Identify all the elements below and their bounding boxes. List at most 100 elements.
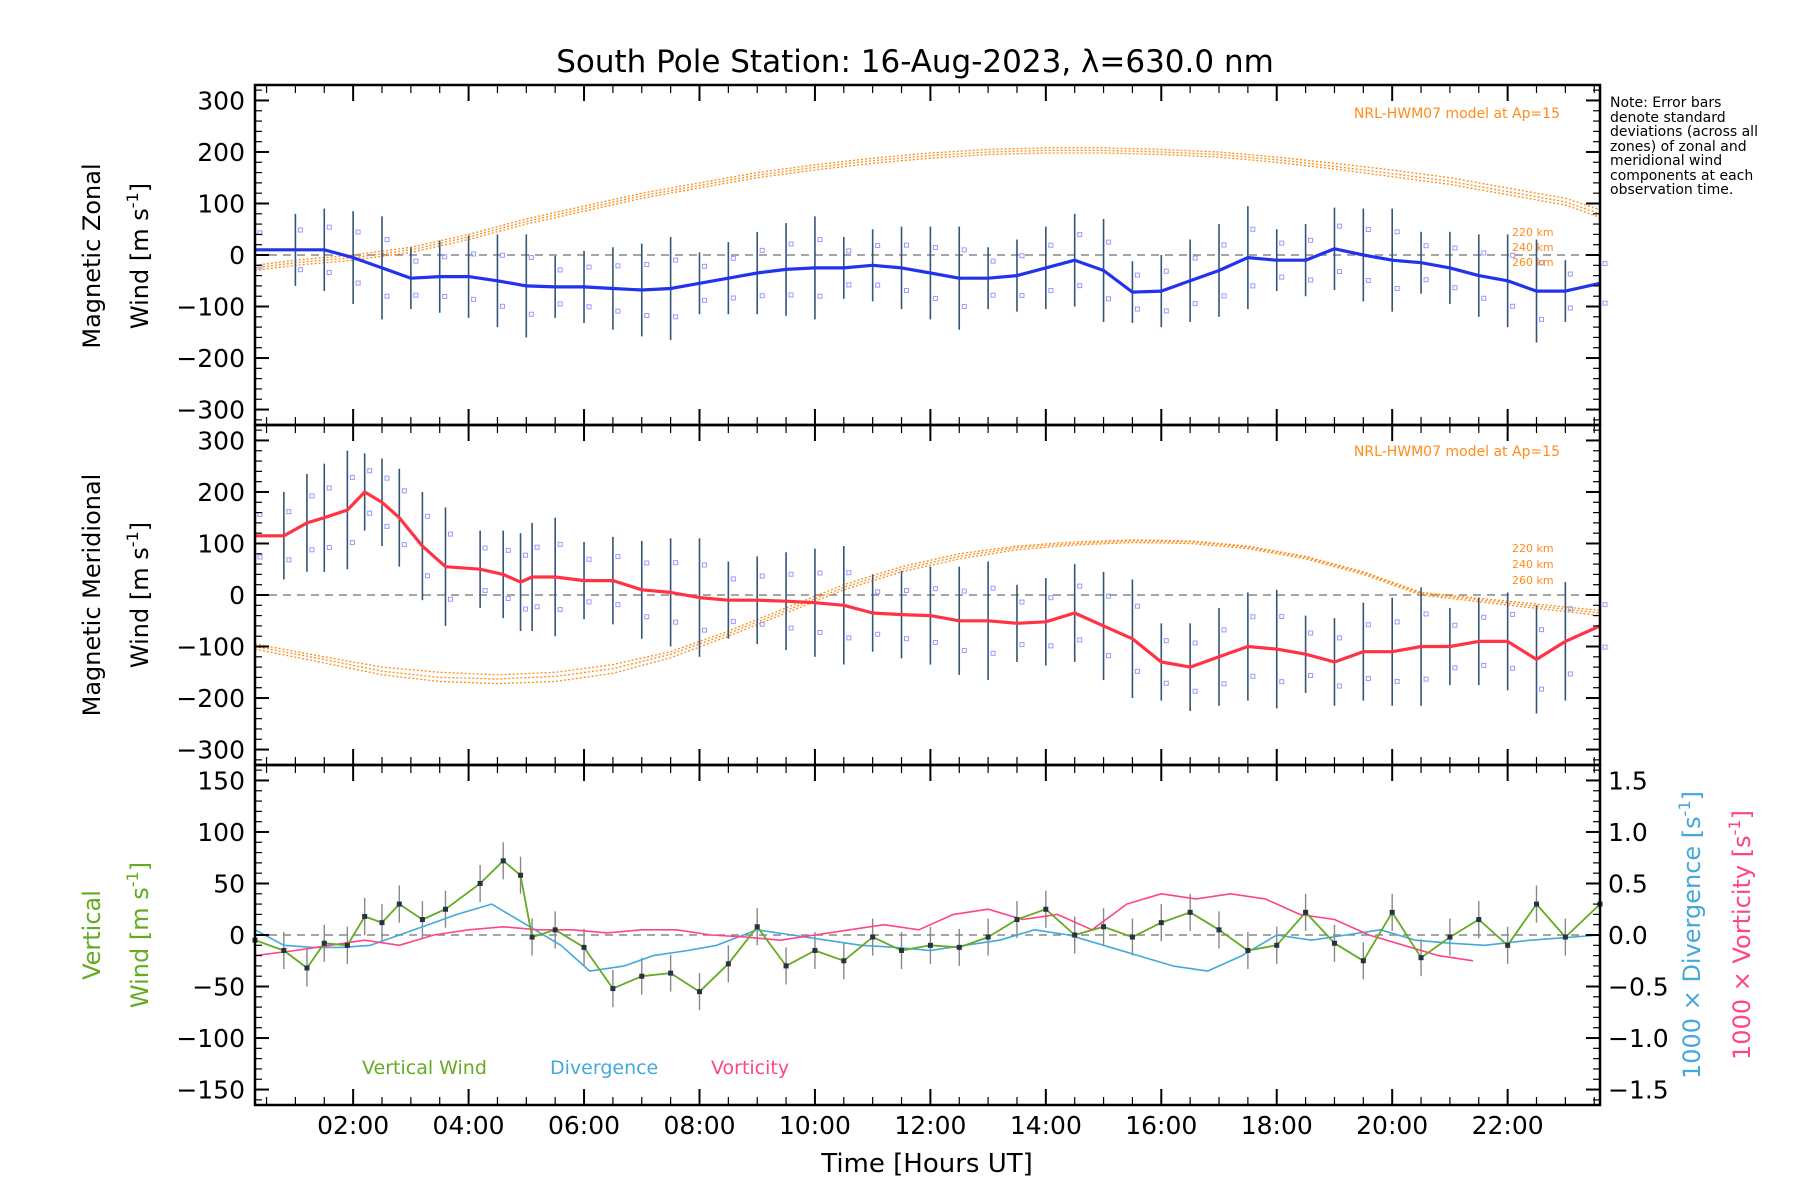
meridional-zone-sample-marker [904, 587, 910, 593]
meridional-ylabel-units: Wind [m s [126, 547, 154, 668]
error-bar-note: Note: Error bars denote standard deviati… [1610, 95, 1758, 198]
legend-vorticity: Vorticity [711, 1057, 789, 1079]
vertical-wind-point [1447, 934, 1453, 940]
meridional-y-tick-label: −300 [176, 736, 245, 765]
vertical-wind-point [783, 963, 789, 969]
zonal-zone-sample-marker [1250, 226, 1256, 232]
vorticity-ylabel-sup: -1 [1725, 819, 1744, 835]
vertical-wind-point [1072, 932, 1078, 938]
vertical-wind-point [812, 947, 818, 953]
zonal-zone-sample-marker [904, 288, 910, 294]
vertical-ylabel-close: ] [126, 862, 154, 871]
vertical-wind-point [1216, 927, 1222, 933]
meridional-zone-sample-marker [1365, 622, 1371, 628]
zonal-model-label: NRL-HWM07 model at Ap=15 [1354, 106, 1560, 122]
zonal-zone-sample-marker [1077, 232, 1083, 238]
right-y-tick-label: 1.5 [1608, 766, 1648, 795]
vertical-wind-point [477, 880, 483, 886]
vertical-wind-point [1101, 924, 1107, 930]
zonal-zone-sample-marker [846, 248, 852, 254]
zonal-zone-sample-marker [586, 264, 592, 270]
zonal-zone-sample-marker [1423, 243, 1429, 249]
meridional-zone-sample-marker [1365, 676, 1371, 682]
zonal-model-240-km-curve [254, 149, 1601, 289]
zonal-zone-sample-marker [1481, 295, 1487, 301]
zonal-zone-sample-marker [1481, 250, 1487, 256]
zonal-zone-sample-marker [384, 293, 390, 299]
meridional-zone-sample-marker [673, 619, 679, 625]
meridional-zone-sample-marker [1250, 614, 1256, 620]
zonal-zone-sample-marker [1510, 303, 1516, 309]
x-tick-label: 22:00 [1472, 1111, 1544, 1140]
meridional-zone-sample-marker [1452, 665, 1458, 671]
vertical-y-tick-label: 50 [213, 869, 245, 898]
zonal-zone-sample-marker [701, 263, 707, 269]
meridional-zone-sample-marker [349, 474, 355, 480]
zonal-zone-sample-marker [499, 252, 505, 258]
meridional-model-240-km-curve [254, 540, 1601, 680]
meridional-zone-sample-marker [846, 570, 852, 576]
zonal-zone-sample-marker [355, 229, 361, 235]
right-y-tick-label: −0.5 [1608, 973, 1669, 1002]
x-tick-label: 02:00 [317, 1111, 389, 1140]
vertical-wind-point [841, 958, 847, 964]
zonal-zone-sample-marker [1106, 239, 1112, 245]
zonal-zone-sample-marker [1192, 300, 1198, 306]
meridional-zone-sample-marker [673, 560, 679, 566]
vertical-y-tick-label: 150 [197, 766, 245, 795]
meridional-zone-sample-marker [523, 552, 529, 558]
vorticity-ylabel-close: ] [1728, 810, 1756, 819]
meridional-zone-sample-marker [1481, 662, 1487, 668]
vertical-y-tick-label: 100 [197, 818, 245, 847]
vertical-wind-point [899, 947, 905, 953]
vertical-wind-point [1562, 934, 1568, 940]
meridional-zone-sample-marker [1308, 672, 1314, 678]
x-axis-label: Time [Hours UT] [820, 1149, 1033, 1179]
meridional-panel: 300 200 100 0 −100 −200 −300 NRL-HWM07 model a… [78, 423, 1608, 767]
vertical-wind-point [668, 970, 674, 976]
divergence-ylabel-sup: -1 [1675, 800, 1694, 816]
zonal-zone-sample-marker [1336, 223, 1342, 229]
zonal-model-alt-220: 220 km [1512, 226, 1554, 239]
x-tick-label: 14:00 [1010, 1111, 1082, 1140]
zonal-zone-sample-marker [701, 297, 707, 303]
meridional-zone-sample-marker [1019, 599, 1025, 605]
meridional-model-label: NRL-HWM07 model at Ap=15 [1354, 444, 1560, 460]
meridional-ylabel-sup: -1 [123, 531, 142, 547]
zonal-zone-sample-marker [1221, 242, 1227, 248]
meridional-zone-sample-marker [990, 650, 996, 656]
vertical-wind-point [344, 942, 350, 948]
meridional-model-alt-260: 260 km [1512, 574, 1554, 587]
meridional-zone-sample-marker [961, 588, 967, 594]
vertical-wind-point [518, 872, 524, 878]
zonal-zone-sample-marker [1602, 261, 1608, 266]
vorticity-y-axis-label: 1000 × Vorticity [s-1] [1725, 810, 1756, 1060]
meridional-zone-sample-marker [1134, 668, 1140, 674]
zonal-y-tick-label: 100 [197, 189, 245, 218]
vertical-wind-point [442, 906, 448, 912]
vorticity-ylabel-text: 1000 × Vorticity [s [1728, 835, 1756, 1060]
meridional-zone-sample-marker [1336, 683, 1342, 689]
meridional-zone-sample-marker [644, 614, 650, 620]
zonal-ylabel-units: Wind [m s [126, 208, 154, 329]
vertical-wind-point [985, 934, 991, 940]
zonal-zone-sample-marker [1567, 271, 1573, 277]
zonal-zone-sample-marker [471, 251, 477, 257]
right-y-tick-label: 1.0 [1608, 818, 1648, 847]
divergence-y-axis-label: 1000 × Divergence [s-1] [1675, 791, 1706, 1079]
meridional-ylabel-line1: Magnetic Meridional [78, 474, 106, 717]
meridional-zone-sample-marker [817, 570, 823, 576]
vertical-wind-point [529, 934, 535, 940]
zonal-zone-sample-marker [326, 270, 332, 276]
vertical-ylabel-line1: Vertical [78, 890, 106, 980]
vertical-wind-point [1331, 940, 1337, 946]
zonal-zone-sample-marker [442, 254, 448, 260]
zonal-zone-sample-marker [1019, 253, 1025, 259]
meridional-zone-sample-marker [1602, 602, 1608, 608]
meridional-y-tick-label: −100 [176, 633, 245, 662]
meridional-zone-sample-marker [1539, 627, 1545, 633]
zonal-zone-sample-marker [932, 245, 938, 251]
meridional-zone-sample-marker [759, 573, 765, 579]
zonal-zone-sample-marker [1279, 274, 1285, 280]
meridional-zone-sample-marker [1163, 680, 1169, 686]
